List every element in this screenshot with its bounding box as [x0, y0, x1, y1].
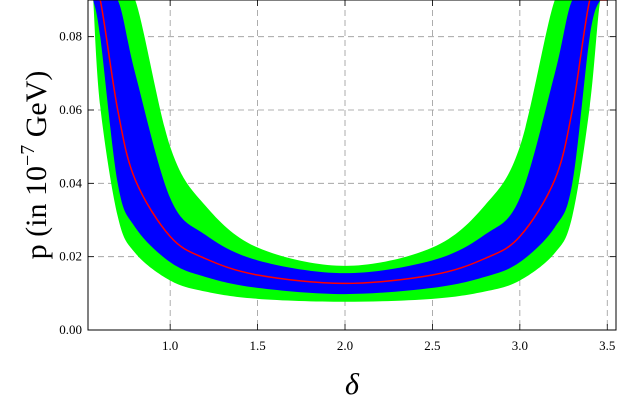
x-axis-label: δ: [345, 368, 360, 401]
x-tick-label: 1.0: [162, 338, 178, 353]
x-tick-label: 1.5: [249, 338, 265, 353]
tick-marks: [88, 0, 616, 331]
plot-frame: [87, 0, 617, 331]
line-layer: [92, 0, 608, 285]
y-tick-label: 0.08: [59, 29, 82, 44]
y-tick-label: 0.04: [59, 175, 82, 190]
outer-band: [93, 0, 608, 302]
band-layer: [93, 0, 608, 302]
x-tick-label: 2.0: [337, 338, 353, 353]
x-tick-label: 3.0: [512, 338, 528, 353]
y-axis-label-exponent: −7: [17, 145, 39, 166]
x-tick-label: 3.5: [599, 338, 615, 353]
x-tick-labels: 1.0 1.5 2.0 2.5 3.0 3.5: [162, 338, 615, 353]
y-axis-label-tail: GeV): [20, 71, 53, 145]
x-tick-label: 2.5: [424, 338, 440, 353]
y-tick-label: 0.00: [59, 322, 82, 337]
y-tick-label: 0.06: [59, 102, 82, 117]
y-axis-label-main: p (in 10: [20, 166, 53, 259]
y-axis-label: p (in 10−7 GeV): [17, 71, 53, 260]
central-line: [92, 0, 608, 285]
y-tick-labels: 0.00 0.02 0.04 0.06 0.08: [59, 29, 82, 337]
y-tick-label: 0.02: [59, 249, 82, 264]
